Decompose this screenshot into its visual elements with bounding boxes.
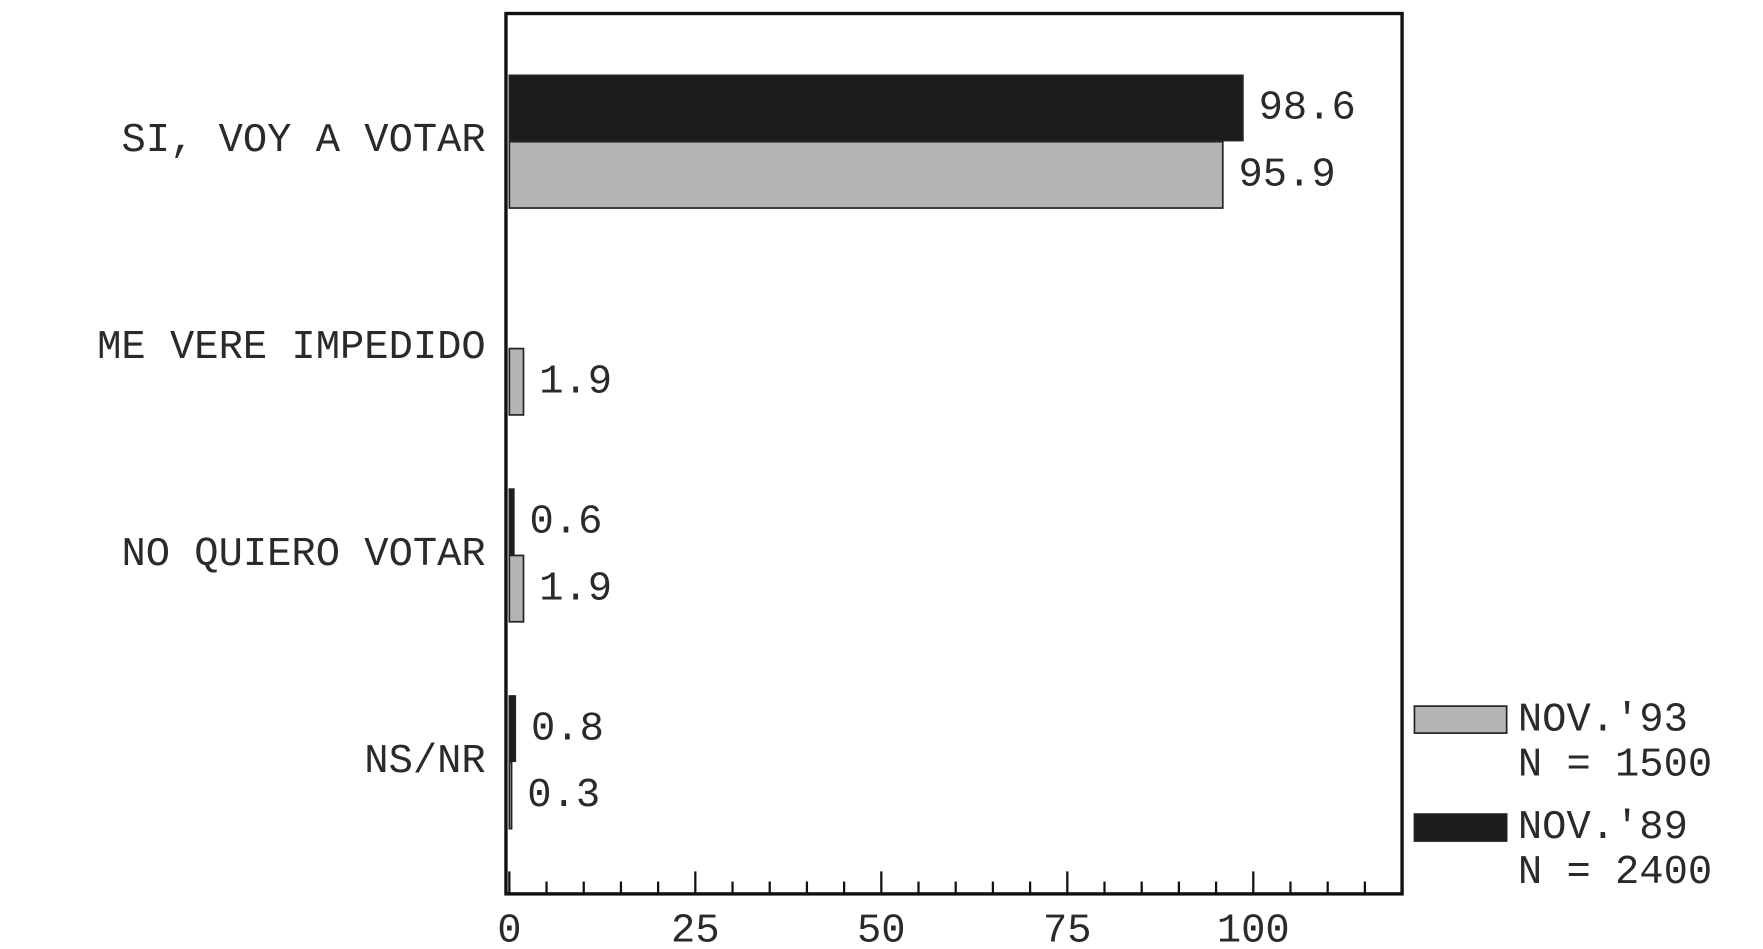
value-label: 1.9: [539, 566, 612, 612]
x-tick-label: 100: [1217, 909, 1290, 949]
bar: [508, 761, 513, 830]
y-tick-label: NS/NR: [364, 739, 485, 785]
x-tick-label: 25: [671, 909, 720, 949]
y-tick-label: ME VERE IMPEDIDO: [97, 325, 486, 371]
legend-label: NOV.'93: [1518, 697, 1688, 743]
bar: [508, 347, 525, 416]
x-tick-label: 50: [857, 909, 906, 949]
bar: [508, 488, 515, 556]
value-label: 0.6: [530, 499, 603, 545]
y-tick-label: SI, VOY A VOTAR: [121, 118, 485, 164]
legend-swatch: [1413, 705, 1508, 734]
bar: [508, 695, 517, 763]
legend-swatch: [1413, 813, 1508, 842]
value-label: 0.8: [531, 706, 604, 752]
value-label: 98.6: [1259, 86, 1356, 132]
y-tick-label: NO QUIERO VOTAR: [121, 532, 485, 578]
value-label: 1.9: [539, 359, 612, 405]
legend-sample: N = 1500: [1518, 742, 1712, 788]
x-tick-label: 75: [1043, 909, 1092, 949]
value-label: 0.3: [527, 773, 600, 819]
plot-frame: [504, 11, 1404, 896]
bar: [508, 140, 1224, 209]
bar: [508, 554, 525, 623]
bar: [508, 74, 1244, 142]
x-tick-label: 0: [497, 909, 521, 949]
value-label: 95.9: [1239, 153, 1336, 199]
legend-label: NOV.'89: [1518, 805, 1688, 851]
legend-sample: N = 2400: [1518, 850, 1712, 896]
